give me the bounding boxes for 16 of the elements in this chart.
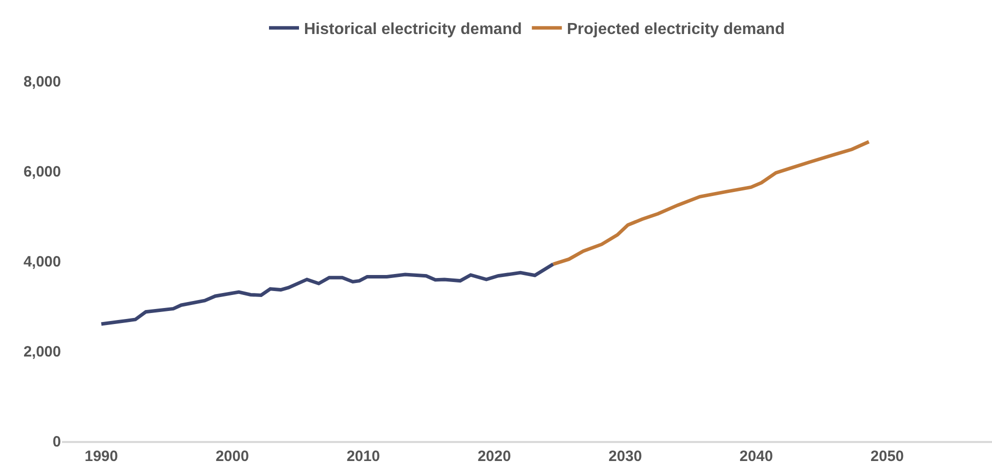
legend-label: Historical electricity demand	[304, 21, 522, 38]
x-tick-label: 2040	[740, 448, 773, 465]
x-tick-label: 2050	[870, 448, 904, 465]
x-tick-label: 2000	[216, 448, 249, 465]
y-tick-label: 2,000	[23, 343, 61, 360]
line-series	[551, 140, 871, 266]
x-tick-label: 1990	[84, 448, 118, 465]
y-tick-label: 6,000	[23, 163, 61, 180]
y-tick-label: 8,000	[23, 73, 61, 90]
x-tick-label: 2020	[478, 448, 511, 465]
line-series	[100, 262, 555, 326]
legend-label: Projected electricity demand	[566, 21, 785, 38]
y-tick-label: 4,000	[23, 253, 61, 270]
y-tick-label: 0	[52, 433, 61, 450]
x-tick-label: 2030	[608, 448, 642, 465]
x-tick-label: 2010	[346, 448, 380, 465]
